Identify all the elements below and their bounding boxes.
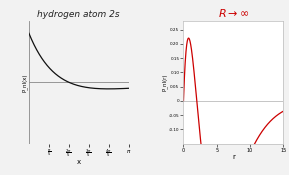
X-axis label: r: r xyxy=(232,154,235,160)
Y-axis label: P_nl(x): P_nl(x) xyxy=(22,73,27,92)
Title: hydrogen atom 2s: hydrogen atom 2s xyxy=(38,10,120,19)
X-axis label: x: x xyxy=(77,159,81,165)
Title: $\it{R} \rightarrow \infty$: $\it{R} \rightarrow \infty$ xyxy=(218,7,249,19)
Y-axis label: P_nl(r): P_nl(r) xyxy=(162,74,167,91)
